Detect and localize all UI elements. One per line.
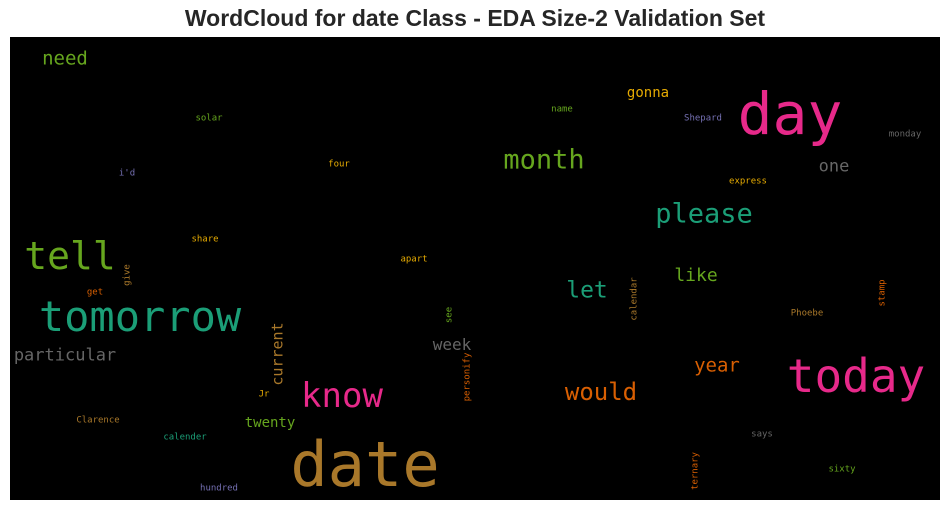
word-like: like	[674, 265, 718, 286]
word-stamp: stamp	[877, 279, 888, 307]
word-give: give	[122, 264, 133, 286]
word-get: get	[86, 287, 104, 298]
word-personify: personify	[462, 352, 473, 402]
word-shepard: Shepard	[684, 113, 722, 124]
word-tomorrow: tomorrow	[38, 292, 242, 341]
chart-title: WordCloud for date Class - EDA Size-2 Va…	[184, 5, 766, 31]
word-share: share	[191, 234, 219, 245]
word-solar: solar	[195, 113, 223, 124]
word-see: see	[444, 306, 455, 324]
word-day: day	[737, 80, 843, 148]
word-ternary: ternary	[690, 452, 701, 490]
word-need: need	[42, 47, 88, 70]
word-hundred: hundred	[200, 483, 238, 494]
word-particular: particular	[13, 345, 117, 366]
word-would: would	[564, 378, 638, 406]
word-sixty: sixty	[828, 464, 856, 475]
word-date: date	[290, 428, 440, 500]
word-express: express	[729, 176, 767, 187]
word-monday: monday	[888, 129, 922, 140]
word-i-d: i'd	[118, 168, 136, 179]
word-please: please	[655, 198, 753, 230]
word-apart: apart	[400, 254, 428, 265]
word-month: month	[503, 144, 585, 176]
word-know: know	[301, 376, 383, 416]
word-name: name	[551, 104, 573, 115]
word-tell: tell	[24, 234, 116, 278]
wordcloud-panel: date day today tomorrow tell know month please w…	[10, 37, 940, 500]
word-twenty: twenty	[244, 415, 296, 431]
word-week: week	[432, 335, 472, 354]
word-one: one	[818, 156, 850, 177]
word-calender: calender	[163, 432, 207, 443]
word-clarence: Clarence	[76, 415, 120, 426]
word-gonna: gonna	[626, 85, 670, 101]
word-says: says	[751, 429, 773, 440]
word-jr: Jr	[258, 389, 270, 400]
word-let: let	[566, 277, 608, 304]
word-current: current	[268, 322, 287, 386]
word-today: today	[786, 349, 926, 403]
word-phoebe: Phoebe	[790, 308, 824, 319]
word-calendar: calendar	[629, 277, 640, 321]
word-four: four	[328, 159, 350, 170]
word-year: year	[694, 354, 740, 377]
